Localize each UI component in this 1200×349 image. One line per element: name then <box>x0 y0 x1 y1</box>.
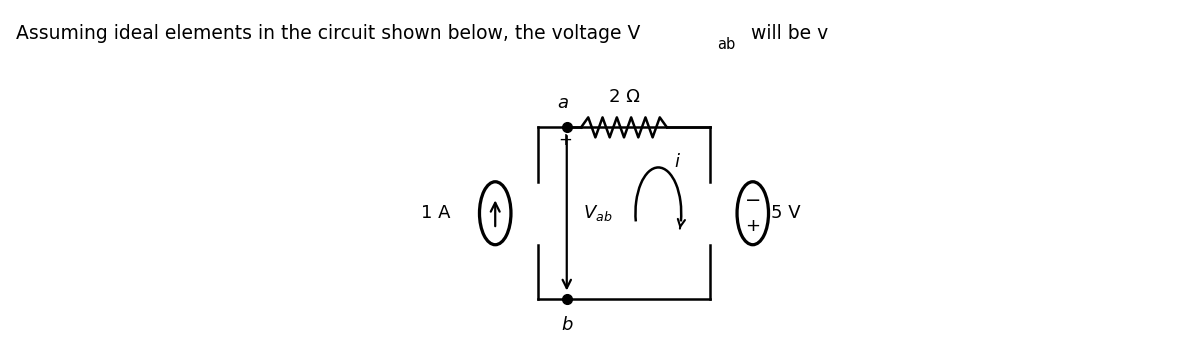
Text: ab: ab <box>718 37 736 52</box>
Text: $V_{\mathregular{ab}}$: $V_{\mathregular{ab}}$ <box>582 203 612 223</box>
Text: +: + <box>745 217 761 236</box>
Text: Assuming ideal elements in the circuit shown below, the voltage V: Assuming ideal elements in the circuit s… <box>16 24 640 43</box>
Text: −: − <box>744 191 761 209</box>
Text: 1 A: 1 A <box>421 204 451 222</box>
Text: a: a <box>557 94 568 112</box>
Text: +: + <box>558 131 572 149</box>
Text: i: i <box>674 153 679 171</box>
Text: 5 V: 5 V <box>772 204 802 222</box>
Text: will be v: will be v <box>745 24 828 43</box>
Text: b: b <box>562 316 572 334</box>
Text: 2 Ω: 2 Ω <box>608 88 640 106</box>
